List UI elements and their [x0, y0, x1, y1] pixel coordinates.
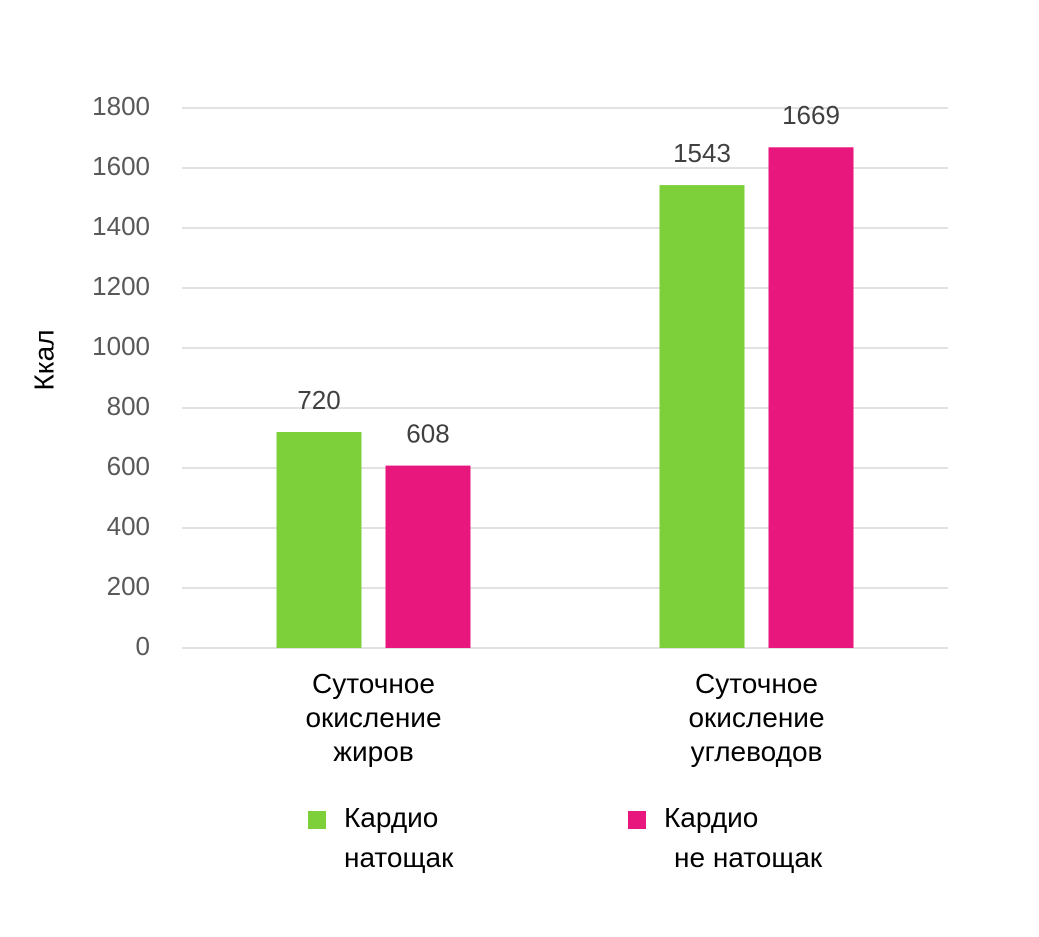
y-tick-label: 1800 [92, 91, 150, 121]
x-tick-label: Суточное окисление углеводов [688, 668, 824, 767]
value-label: 1543 [673, 138, 731, 168]
value-label: 1669 [782, 100, 840, 130]
bar [659, 185, 745, 648]
bar [385, 465, 471, 648]
y-axis-label: Ккал [28, 329, 59, 390]
legend-label: Кардио не натощак [664, 802, 823, 873]
value-label: 608 [406, 418, 449, 448]
y-tick-label: 800 [107, 391, 150, 421]
y-tick-label: 200 [107, 571, 150, 601]
y-tick-label: 600 [107, 451, 150, 481]
y-tick-label: 1400 [92, 211, 150, 241]
y-tick-label: 1200 [92, 271, 150, 301]
legend-label: Кардио натощак [344, 802, 454, 873]
bar [768, 147, 854, 649]
value-label: 720 [297, 385, 340, 415]
legend-swatch [308, 811, 326, 829]
y-tick-label: 1600 [92, 151, 150, 181]
y-tick-label: 1000 [92, 331, 150, 361]
y-tick-label: 400 [107, 511, 150, 541]
bar [276, 432, 362, 648]
y-tick-label: 0 [136, 631, 150, 661]
x-tick-label: Суточное окисление жиров [305, 668, 441, 767]
legend-swatch [628, 811, 646, 829]
